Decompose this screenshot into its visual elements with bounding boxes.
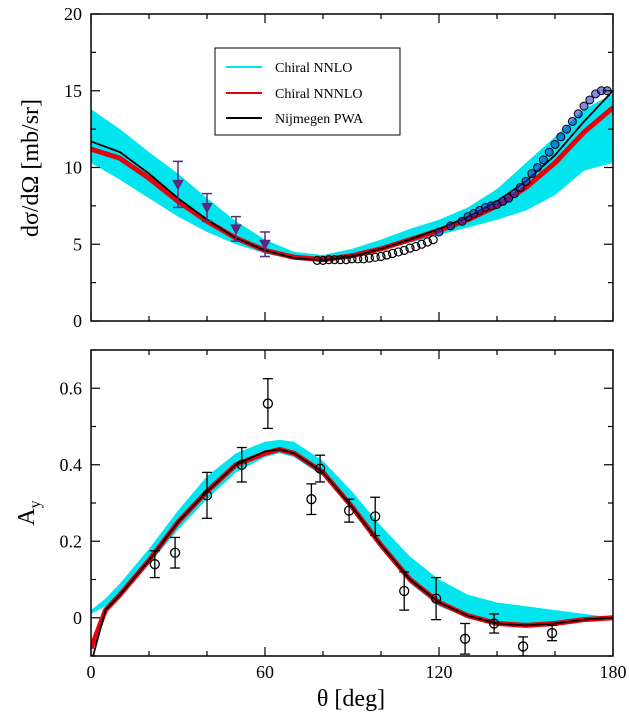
marker-open-circle-14 [393, 247, 403, 257]
line-nijmegen-bottom [92, 448, 613, 656]
marker-blue-circle-2 [457, 216, 467, 226]
ytick-label-bottom-0: 0 [73, 608, 82, 628]
legend: Chiral NNLO Chiral NNNLO Nijmegen PWA [214, 47, 401, 136]
marker-open-circle-7 [353, 254, 363, 264]
y-axis-label-top: dσ/dΩ [mb/sr] [18, 99, 44, 237]
marker-open-circle-6 [347, 254, 357, 264]
marker-open-circle-11 [376, 251, 386, 262]
legend-label-nnlo: Chiral NNLO [275, 61, 352, 76]
ytick-label-top-2: 10 [64, 158, 82, 178]
marker-open-circle-12 [382, 250, 392, 260]
marker-ay-circle-7 [343, 505, 355, 516]
marker-open-circle-19 [422, 237, 432, 247]
svg-text:Ay: Ay [14, 500, 44, 525]
xtick-label-2: 120 [426, 662, 453, 682]
plot-area-bottom [91, 378, 613, 656]
marker-triangle-1 [201, 202, 213, 214]
marker-triangle-3 [259, 239, 271, 251]
ytick-label-bottom-3: 0.6 [60, 378, 83, 398]
marker-open-circle-20 [428, 235, 438, 245]
marker-ay-circle-5 [306, 494, 317, 505]
marker-blue-circle-23 [579, 101, 589, 111]
marker-blue-circle-19 [556, 132, 566, 142]
marker-ay-circle-1 [169, 547, 181, 558]
y-axis-label-bottom: Ay [14, 500, 44, 525]
marker-blue-circle-10 [504, 193, 514, 203]
marker-open-circle-13 [388, 248, 398, 259]
marker-ay-circle-13 [517, 641, 529, 652]
ylabel-bottom-sub: y [27, 500, 44, 508]
ytick-label-bottom-2: 0.4 [60, 455, 83, 475]
xtick-label-0: 0 [87, 662, 96, 682]
legend-label-nijmegen: Nijmegen PWA [275, 112, 364, 127]
marker-blue-circle-16 [538, 155, 548, 165]
marker-blue-circle-12 [515, 182, 525, 192]
ytick-label-top-4: 20 [64, 4, 82, 24]
marker-blue-circle-15 [533, 163, 543, 172]
ylabel-top: dσ/dΩ [mb/sr] [18, 99, 44, 237]
marker-blue-circle-1 [446, 221, 456, 231]
xlabel: θ [deg] [317, 686, 385, 712]
marker-open-circle-16 [405, 243, 415, 253]
marker-ay-circle-3 [236, 459, 247, 470]
ylabel-bottom: A [14, 508, 40, 526]
ytick-label-top-3: 15 [64, 81, 82, 101]
marker-ay-circle-14 [546, 627, 558, 639]
marker-triangle-2 [230, 224, 242, 235]
ytick-label-top-0: 0 [73, 311, 82, 331]
marker-open-circle-3 [330, 255, 340, 265]
marker-ay-circle-4 [262, 398, 274, 409]
marker-triangle-0 [172, 179, 184, 191]
marker-open-circle-1 [318, 255, 328, 265]
legend-box [214, 47, 401, 136]
marker-open-circle-9 [364, 253, 374, 263]
marker-ay-circle-8 [370, 511, 381, 522]
panel-analyzing-power: 0 60 120 180 0 0.2 0.4 0.6 [60, 349, 627, 682]
legend-label-nnnlo: Chiral NNNLO [275, 87, 363, 102]
panel-cross-section: 0 5 10 15 20 [64, 4, 614, 331]
marker-ay-circle-2 [201, 490, 213, 501]
marker-open-circle-4 [335, 255, 345, 265]
marker-blue-circle-21 [567, 116, 577, 126]
ytick-label-top-1: 5 [73, 234, 82, 254]
marker-blue-circle-14 [527, 169, 537, 179]
marker-ay-circle-6 [314, 463, 326, 474]
marker-blue-circle-24 [585, 95, 595, 105]
marker-open-circle-2 [324, 255, 334, 265]
xtick-label-3: 180 [600, 662, 627, 682]
marker-blue-circle-20 [562, 124, 572, 134]
marker-blue-circle-22 [573, 109, 583, 119]
ytick-label-bottom-1: 0.2 [60, 531, 83, 551]
marker-open-circle-18 [417, 239, 427, 249]
marker-open-circle-17 [411, 241, 421, 252]
marker-ay-circle-0 [149, 559, 160, 570]
marker-open-circle-10 [370, 252, 380, 262]
marker-blue-circle-0 [434, 227, 444, 237]
marker-open-circle-0 [312, 255, 322, 265]
band-nnlo-top [91, 93, 613, 262]
marker-open-circle-8 [359, 254, 369, 264]
marker-blue-circle-11 [509, 189, 519, 199]
marker-blue-circle-13 [521, 176, 531, 186]
marker-blue-circle-17 [544, 147, 554, 157]
plot-area-top [91, 86, 613, 265]
xtick-label-1: 60 [256, 662, 274, 682]
marker-ay-circle-11 [459, 633, 471, 644]
marker-open-circle-5 [341, 255, 351, 265]
marker-ay-circle-12 [488, 618, 500, 629]
marker-ay-circle-9 [399, 585, 410, 597]
marker-open-circle-15 [399, 245, 409, 255]
marker-blue-circle-18 [550, 139, 560, 149]
marker-ay-circle-10 [430, 593, 442, 604]
